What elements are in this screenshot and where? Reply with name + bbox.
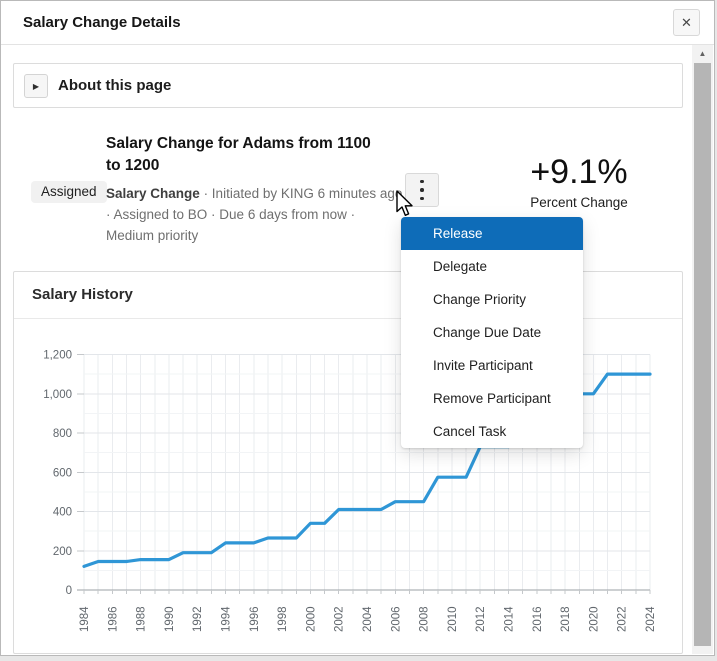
svg-text:2006: 2006	[390, 606, 402, 632]
close-button[interactable]: ✕	[673, 9, 700, 36]
svg-text:0: 0	[66, 585, 72, 597]
salary-history-card: Salary History 0 200 400 600 800 1,000 1,200 19…	[13, 271, 683, 654]
about-this-page-card[interactable]: ▶ About this page	[13, 63, 683, 108]
scrollbar-up-button[interactable]: ▲	[692, 45, 713, 62]
menu-item-remove-participant[interactable]: Remove Participant	[433, 391, 551, 406]
task-title: Salary Change for Adams from 1100 to 120…	[106, 135, 371, 174]
svg-text:400: 400	[53, 507, 72, 519]
svg-text:2024: 2024	[645, 606, 657, 632]
percent-change-stat: +9.1% Percent Change	[506, 151, 652, 211]
task-meta: Salary Change · Initiated by KING 6 minu…	[106, 183, 406, 246]
menu-item-change-priority[interactable]: Change Priority	[433, 292, 527, 307]
svg-text:1,000: 1,000	[43, 389, 72, 401]
svg-text:200: 200	[53, 546, 72, 558]
expand-button[interactable]: ▶	[24, 74, 48, 98]
scroll-up-icon: ▲	[698, 49, 707, 58]
context-menu: Release Delegate Change Priority Change Due…	[401, 217, 583, 448]
task-meta-text: · Initiated by KING 6 minutes ago · Assi…	[106, 186, 403, 243]
svg-text:1998: 1998	[277, 606, 289, 632]
close-icon: ✕	[681, 14, 692, 30]
scrollbar-thumb[interactable]	[694, 63, 711, 646]
status-badge: Assigned	[31, 181, 107, 203]
task-type-label: Salary Change	[106, 186, 200, 201]
scrollbar[interactable]: ▲	[692, 45, 713, 654]
svg-text:800: 800	[53, 428, 72, 440]
svg-text:1992: 1992	[192, 606, 204, 632]
kebab-icon	[420, 179, 424, 201]
svg-text:2002: 2002	[334, 606, 346, 632]
svg-text:2004: 2004	[362, 606, 374, 632]
dialog-title: Salary Change Details	[23, 14, 181, 31]
svg-text:2000: 2000	[305, 606, 317, 632]
salary-history-title: Salary History	[32, 286, 133, 303]
salary-history-header: Salary History	[14, 272, 682, 319]
menu-item-delegate[interactable]: Delegate	[433, 259, 488, 274]
svg-text:600: 600	[53, 467, 72, 479]
svg-text:2020: 2020	[588, 606, 600, 632]
svg-text:1990: 1990	[164, 606, 176, 632]
menu-item-cancel-task[interactable]: Cancel Task	[433, 424, 507, 439]
task-actions-button[interactable]	[405, 173, 439, 207]
percent-change-value: +9.1%	[530, 153, 628, 191]
menu-item-release[interactable]: Release	[401, 217, 583, 250]
about-this-page-label: About this page	[58, 77, 172, 94]
svg-text:1994: 1994	[221, 606, 233, 632]
svg-text:2008: 2008	[419, 606, 431, 632]
svg-text:1996: 1996	[249, 606, 261, 632]
menu-item-change-due-date[interactable]: Change Due Date	[433, 325, 542, 340]
chevron-right-icon: ▶	[32, 81, 40, 91]
svg-text:1988: 1988	[136, 606, 148, 632]
svg-text:2022: 2022	[617, 606, 629, 632]
percent-change-label: Percent Change	[530, 195, 628, 210]
svg-text:2018: 2018	[560, 606, 572, 632]
svg-text:2012: 2012	[475, 606, 487, 632]
menu-item-invite-participant[interactable]: Invite Participant	[433, 358, 533, 373]
svg-text:1,200: 1,200	[43, 350, 72, 362]
svg-text:2016: 2016	[532, 606, 544, 632]
dialog-header: Salary Change Details ✕	[1, 1, 714, 45]
svg-text:2010: 2010	[447, 606, 459, 632]
svg-text:1986: 1986	[107, 606, 119, 632]
svg-text:2014: 2014	[504, 606, 516, 632]
svg-text:1984: 1984	[79, 606, 91, 632]
